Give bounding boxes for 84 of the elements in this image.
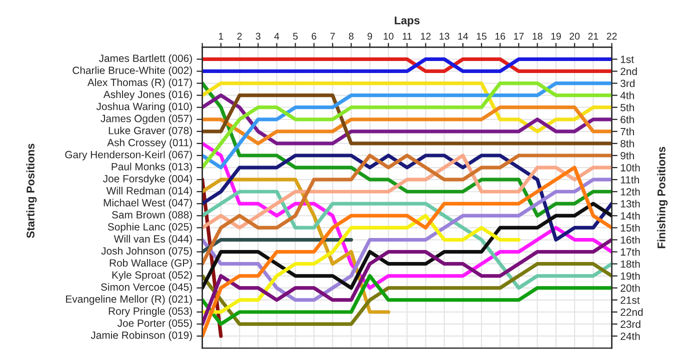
series-label: Josh Johnson (075): [101, 246, 192, 257]
y2-tick-label: 1st: [620, 56, 634, 64]
line-series: [202, 81, 612, 134]
x-tick-label: 22: [606, 32, 617, 40]
y2-tick-label: 21st: [620, 296, 640, 304]
y2-tick-label: 13th: [620, 200, 640, 208]
y2-tick-label: 19th: [620, 272, 640, 280]
series-label: James Ogden (057): [100, 114, 192, 124]
y2-tick-label: 16th: [620, 236, 640, 244]
x-tick-label: 12: [421, 32, 431, 40]
x-tick-label: 17: [514, 32, 524, 40]
x-tick-label: 11: [402, 32, 412, 40]
series-label: Paul Monks (013): [112, 162, 192, 172]
series-label: Joe Forsdyke (004): [103, 174, 192, 184]
series-label: Sam Brown (088): [112, 210, 192, 221]
series-label: Jamie Robinson (019): [90, 331, 192, 341]
x-tick-label: 9: [368, 32, 372, 40]
series-label: Sophie Lanc (025): [108, 222, 192, 233]
series-label: Luke Graver (078): [108, 126, 192, 136]
y2-tick-label: 9th: [620, 152, 634, 160]
x-tick-label: 10: [384, 32, 394, 40]
series-label: Charlie Bruce-White (002): [72, 66, 192, 76]
x-tick-label: 7: [330, 32, 335, 40]
text: Starting Positions: [26, 144, 37, 238]
line-series: [202, 154, 612, 266]
x-tick-label: 6: [312, 32, 316, 40]
x-tick-label: 19: [551, 32, 561, 40]
y2-tick-label: 10th: [620, 164, 640, 172]
x-tick-label: 18: [532, 32, 542, 40]
series-label: Ashley Jones (016): [103, 90, 192, 100]
y2-tick-label: 17th: [620, 248, 640, 256]
series-label: Rory Pringle (053): [108, 307, 192, 317]
series-label: Will Redman (014): [106, 186, 192, 196]
y2-tick-label: 6th: [620, 116, 634, 124]
y2-tick-label: 3rd: [620, 80, 635, 88]
line-series: [202, 81, 612, 170]
line-series: [202, 106, 612, 146]
y2-tick-label: 11th: [620, 176, 639, 184]
x-tick-label: 3: [256, 32, 260, 40]
x-tick-label: 1: [218, 32, 224, 40]
x-axis-title: Laps: [394, 16, 420, 27]
series-label: Alex Thomas (R) (017): [87, 78, 192, 88]
line-series: [202, 274, 612, 326]
series-label: Rob Wallace (GP): [110, 258, 192, 269]
y2-tick-label: 2nd: [620, 67, 637, 76]
series-label: James Bartlett (006): [98, 54, 192, 64]
y2-tick-label: 20th: [620, 284, 640, 292]
y2-tick-label: 14th: [620, 212, 640, 220]
line-series: [202, 262, 612, 326]
y2-tick-label: 5th: [620, 104, 634, 112]
x-tick-label: 5: [293, 32, 298, 40]
y2-tick-label: 7th: [620, 128, 634, 136]
series-label: Simon Vercoe (045): [100, 283, 192, 293]
x-tick-label: 21: [588, 32, 598, 40]
y2-tick-label: 8th: [620, 140, 634, 148]
y2-tick-label: 4th: [620, 92, 634, 100]
x-tick-label: 20: [570, 32, 580, 40]
line-series: [202, 178, 612, 302]
y2-tick-label: 15th: [620, 224, 640, 232]
line-series: [202, 94, 612, 146]
series-label: Joe Porter (055): [117, 319, 192, 329]
x-tick-label: 16: [495, 32, 506, 40]
y2-tick-label: 24th: [620, 332, 640, 340]
y2-tick-label: 23rd: [620, 320, 640, 328]
series-label: Joshua Waring (010): [96, 102, 192, 112]
series-label: Ash Crossey (011): [107, 138, 192, 148]
series-label: Kyle Sproat (052): [112, 271, 192, 281]
series-label: Will van Es (044): [114, 234, 192, 245]
y2-axis-title: Finishing Positions: [657, 146, 668, 248]
y2-tick-label: 12th: [620, 188, 640, 196]
line-series: [202, 238, 612, 326]
line-series: [202, 166, 612, 338]
x-tick-label: 15: [476, 32, 487, 40]
line-series: [202, 214, 521, 314]
x-tick-label: 8: [348, 32, 354, 40]
series-label: Evangeline Mellor (R) (021): [66, 295, 192, 305]
series-label: Michael West (047): [104, 198, 192, 209]
y2-tick-label: 18th: [620, 260, 640, 268]
x-tick-label: 4: [274, 32, 280, 40]
series-label: Gary Henderson-Keirl (067): [65, 150, 192, 160]
x-tick-label: 13: [440, 32, 450, 40]
y2-tick-label: 22nd: [620, 308, 643, 316]
x-tick-label: 2: [237, 32, 242, 40]
x-tick-label: 14: [458, 32, 468, 40]
